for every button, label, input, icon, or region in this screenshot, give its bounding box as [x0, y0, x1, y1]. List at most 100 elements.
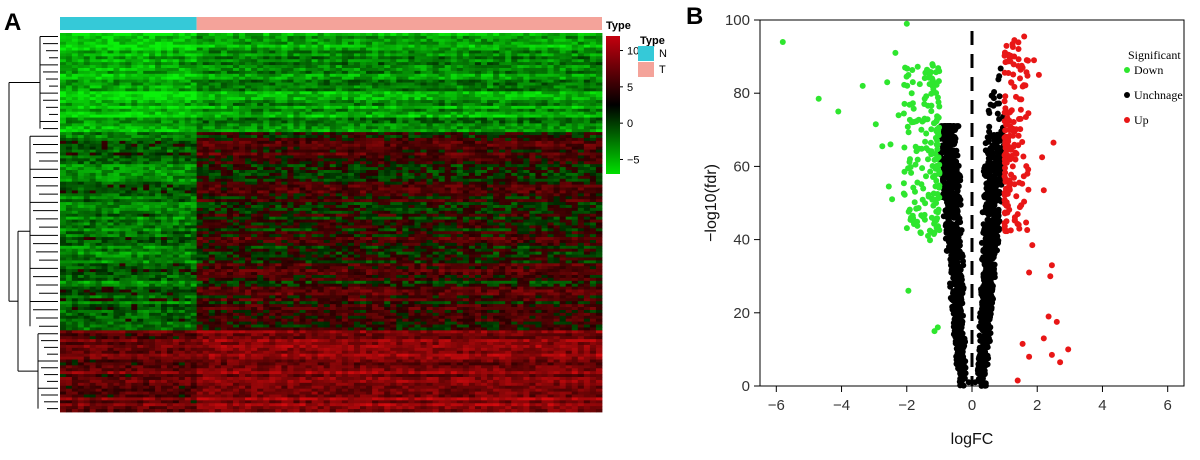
heatmap-cell: [214, 108, 222, 113]
heatmap-cell: [329, 53, 337, 57]
heatmap-cell: [432, 149, 440, 153]
heatmap-cell: [172, 178, 180, 183]
heatmap-cell: [595, 172, 603, 177]
heatmap-cell: [317, 38, 325, 43]
heatmap-cell: [468, 181, 476, 185]
heatmap-cell: [196, 175, 204, 180]
heatmap-cell: [113, 53, 120, 57]
heatmap-cell: [456, 117, 464, 121]
heatmap-cell: [71, 41, 79, 46]
heatmap-cell: [396, 117, 403, 121]
heatmap-cell: [529, 132, 536, 136]
heatmap-cell: [232, 76, 240, 81]
heatmap-cell: [155, 161, 162, 165]
heatmap-cell: [166, 164, 174, 168]
heatmap-cell: [275, 187, 282, 191]
heatmap-cell: [119, 88, 126, 92]
heatmap-cell: [493, 123, 500, 127]
heatmap-cell: [299, 161, 306, 165]
heatmap-cell: [202, 155, 210, 159]
heatmap-cell: [468, 82, 476, 86]
heatmap-cell: [505, 41, 512, 46]
heatmap-cell: [220, 91, 228, 95]
heatmap-cell: [119, 132, 126, 136]
heatmap-cell: [305, 67, 313, 72]
heatmap-cell: [408, 100, 415, 104]
heatmap-cell: [384, 129, 391, 133]
heatmap-cell: [583, 79, 591, 83]
heatmap-cell: [438, 56, 446, 60]
heatmap-cell: [589, 175, 597, 180]
heatmap-cell: [589, 102, 597, 107]
heatmap-cell: [60, 114, 67, 118]
heatmap-cell: [396, 79, 403, 83]
heatmap-cell: [432, 170, 440, 174]
heatmap-cell: [83, 53, 91, 57]
heatmap-cell: [390, 120, 397, 124]
heatmap-cell: [450, 149, 458, 153]
heatmap-cell: [71, 175, 79, 180]
heatmap-cell: [347, 178, 355, 183]
heatmap-cell: [287, 56, 294, 60]
heatmap-cell: [517, 158, 524, 162]
heatmap-cell: [390, 190, 397, 194]
heatmap-cell: [499, 105, 506, 110]
heatmap-cell: [305, 79, 313, 83]
heatmap-cell: [529, 152, 536, 156]
heatmap-cell: [317, 155, 325, 159]
heatmap-cell: [523, 135, 530, 139]
heatmap-cell: [589, 135, 597, 139]
heatmap-cell: [444, 102, 452, 107]
heatmap-cell: [553, 59, 561, 63]
heatmap-cell: [390, 108, 397, 113]
heatmap-cell: [450, 56, 458, 60]
heatmap-cell: [384, 135, 391, 139]
heatmap-cell: [456, 70, 464, 75]
heatmap-cell: [571, 56, 579, 60]
heatmap-cell: [414, 135, 421, 139]
heatmap-cell: [450, 190, 458, 194]
heatmap-cell: [577, 62, 585, 66]
heatmap-cell: [408, 70, 415, 75]
heatmap-cell: [589, 158, 597, 162]
heatmap-cell: [499, 161, 506, 165]
heatmap-cell: [353, 114, 361, 118]
heatmap-cell: [408, 76, 415, 81]
heatmap-cell: [208, 35, 216, 40]
heatmap-cell: [281, 146, 288, 151]
heatmap-cell: [83, 76, 91, 81]
heatmap-cell: [143, 114, 150, 118]
heatmap-cell: [269, 47, 276, 51]
heatmap-cell: [499, 143, 506, 148]
heatmap-cell: [360, 161, 367, 165]
heatmap-cell: [360, 132, 367, 136]
heatmap-cell: [414, 140, 421, 145]
heatmap-cell: [208, 91, 216, 95]
heatmap-cell: [287, 108, 294, 113]
heatmap-cell: [329, 164, 337, 168]
heatmap-cell: [305, 132, 313, 136]
heatmap-cell: [226, 149, 234, 153]
heatmap-cell: [257, 76, 264, 81]
heatmap-cell: [426, 105, 433, 110]
heatmap-cell: [541, 91, 548, 95]
heatmap-cell: [275, 164, 282, 168]
heatmap-cell: [565, 164, 573, 168]
heatmap-cell: [444, 97, 452, 101]
heatmap-cell: [83, 135, 91, 139]
heatmap-cell: [251, 70, 258, 75]
heatmap-cell: [565, 85, 573, 89]
heatmap-cell: [226, 85, 234, 89]
heatmap-cell: [299, 91, 306, 95]
heatmap-cell: [517, 79, 524, 83]
heatmap-cell: [184, 85, 192, 89]
heatmap-cell: [474, 94, 482, 98]
heatmap-cell: [220, 33, 228, 37]
heatmap-cell: [317, 111, 325, 116]
heatmap-cell: [184, 187, 192, 191]
heatmap-cell: [493, 91, 500, 95]
heatmap-cell: [432, 143, 440, 148]
heatmap-cell: [65, 117, 73, 121]
heatmap-cell: [119, 135, 126, 139]
heatmap-cell: [220, 88, 228, 92]
